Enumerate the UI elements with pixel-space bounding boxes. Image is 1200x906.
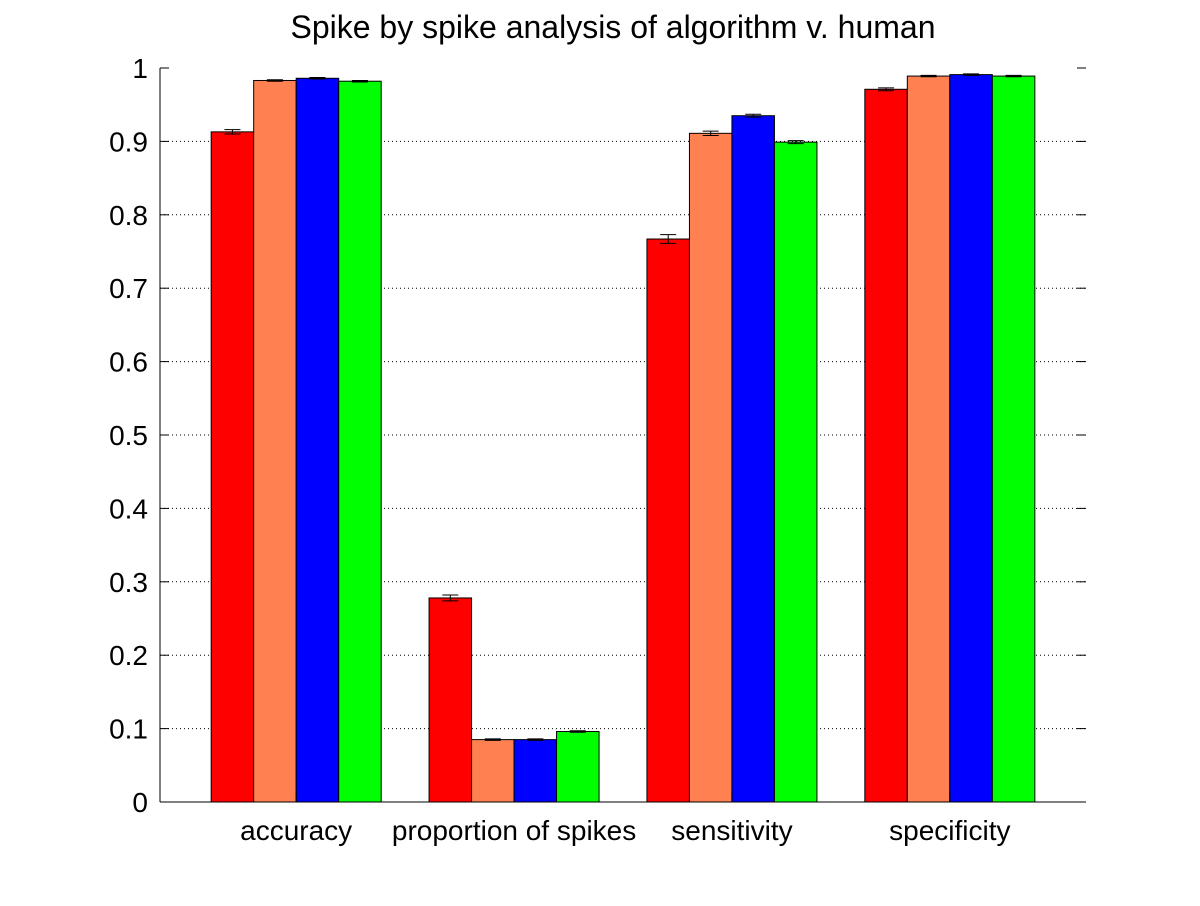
tick-labels: 0 0.1 0.2 0.3 0.4 0.5 0.6 0.7 0.8 0.9 1 accuracy pro…: [109, 53, 1010, 846]
x-tick-label: specificity: [889, 815, 1010, 846]
bar: [513, 739, 558, 803]
axes: [159, 67, 1086, 803]
bar: [428, 597, 473, 803]
bar: [731, 115, 775, 803]
bar: [471, 739, 515, 803]
y-tick-label: 0.2: [109, 640, 148, 671]
bar: [991, 75, 1036, 803]
y-tick-label: 0.1: [109, 714, 148, 745]
bar: [773, 141, 818, 803]
bar: [688, 132, 733, 803]
bar: [949, 74, 993, 803]
bar: [906, 75, 951, 803]
y-tick-label: 0.4: [109, 493, 148, 524]
bars: [210, 73, 1036, 803]
x-tick-label: proportion of spikes: [392, 815, 636, 846]
y-tick-label: 0.8: [109, 200, 148, 231]
x-tick-label: sensitivity: [671, 815, 792, 846]
y-tick-label: 0.9: [109, 126, 148, 157]
bar: [338, 80, 382, 803]
y-tick-label: 0.6: [109, 347, 148, 378]
bar: [864, 88, 908, 803]
bar: [295, 77, 340, 803]
bar: [646, 238, 690, 803]
bar: [556, 731, 600, 803]
y-tick-label: 0.5: [109, 420, 148, 451]
y-tick-label: 0.7: [109, 273, 148, 304]
bar: [210, 131, 255, 803]
chart-title: Spike by spike analysis of algorithm v. …: [290, 9, 935, 45]
y-tick-label: 0.3: [109, 567, 148, 598]
bar: [253, 79, 297, 803]
x-tick-label: accuracy: [240, 815, 352, 846]
y-tick-label: 0: [132, 787, 148, 818]
y-tick-label: 1: [132, 53, 148, 84]
